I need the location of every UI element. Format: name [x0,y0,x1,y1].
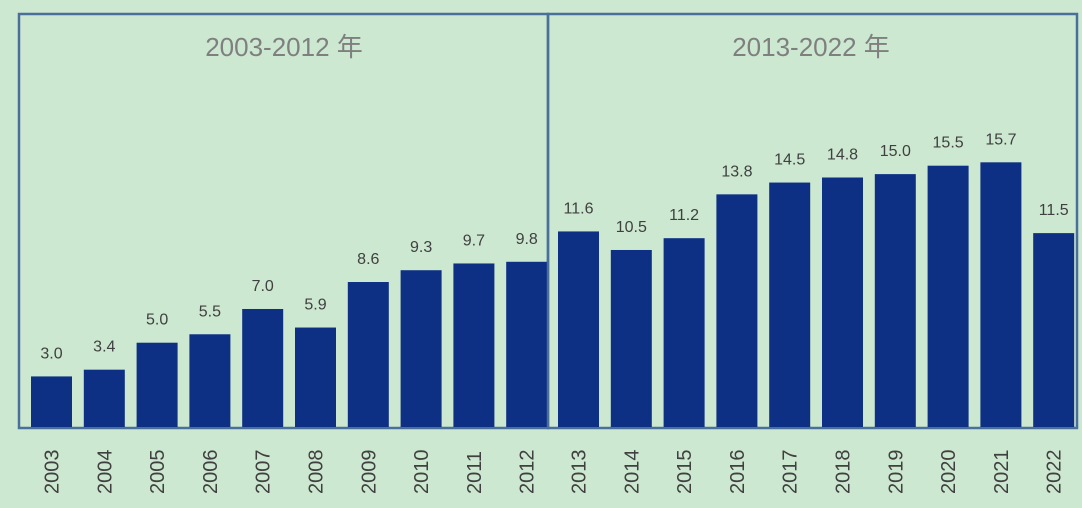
x-tick-label-2020: 2020 [938,450,960,495]
bar-2013 [558,231,599,427]
x-tick-label-2015: 2015 [674,450,696,495]
bar-2004 [83,369,125,427]
bar-2007 [242,308,284,427]
x-tick-label-2012: 2012 [517,450,539,495]
value-label-2013: 11.6 [564,200,594,217]
value-label-2018: 14.8 [827,146,858,163]
value-label-2007: 7.0 [252,278,274,295]
panel-title: 2013-2022 年 [732,32,890,62]
value-label-2012: 9.8 [516,231,538,248]
panel-2003-2012: 2003-2012 年 3.0 2003 3.4 2004 5.0 2005 5.5 2006… [17,12,550,495]
value-label-2015: 11.2 [669,207,699,224]
bar-2011 [453,263,495,427]
x-tick-label-2006: 2006 [200,450,222,495]
panel-title: 2003-2012 年 [205,32,363,62]
x-tick-label-2007: 2007 [253,450,275,495]
bar-2021 [980,162,1022,428]
bar-2016 [716,194,758,427]
value-label-2006: 5.5 [199,303,221,320]
x-tick-label-2017: 2017 [780,450,802,495]
value-label-2009: 8.6 [357,251,379,268]
bar-2017 [769,182,811,427]
bars-group: 11.6 2013 10.5 2014 11.2 2015 13.8 2016 14.5 2017… [558,131,1075,495]
value-label-2005: 5.0 [146,312,168,329]
value-label-2022: 11.5 [1039,202,1069,219]
x-tick-label-2018: 2018 [833,450,855,495]
bars-group: 3.0 2003 3.4 2004 5.0 2005 5.5 2006 7.0 2007 5.9 20… [31,231,548,495]
bar-2014 [610,249,652,427]
value-label-2019: 15.0 [880,143,911,160]
bar-2020 [927,165,969,427]
bar-2008 [295,327,336,427]
value-label-2010: 9.3 [410,239,432,256]
value-label-2021: 15.7 [985,131,1016,148]
bar-2012 [506,261,548,427]
value-label-2020: 15.5 [933,135,964,152]
bar-2009 [347,282,389,427]
value-label-2014: 10.5 [616,219,647,236]
value-label-2016: 13.8 [721,163,752,180]
bar-2015 [663,238,705,427]
x-tick-label-2008: 2008 [306,450,328,495]
panel-2013-2022: 2013-2022 年 11.6 2013 10.5 2014 11.2 2015 13.8… [546,12,1079,495]
x-tick-label-2003: 2003 [42,450,64,495]
bar-2003 [31,376,72,427]
x-tick-label-2016: 2016 [727,450,749,495]
x-tick-label-2005: 2005 [147,450,169,495]
value-label-2017: 14.5 [774,152,805,169]
bar-2018 [822,177,863,427]
x-tick-label-2004: 2004 [94,450,116,495]
value-label-2003: 3.0 [40,345,62,362]
value-label-2011: 9.7 [463,232,485,249]
x-tick-label-2019: 2019 [885,450,907,495]
bar-2006 [189,334,231,427]
x-tick-label-2009: 2009 [358,450,380,495]
bar-2010 [400,270,442,427]
bar-2005 [136,342,178,427]
x-tick-label-2010: 2010 [411,450,433,495]
bar-2019 [874,174,916,427]
bar-2022 [1033,233,1075,427]
x-tick-label-2013: 2013 [569,450,591,495]
x-tick-label-2011: 2011 [464,451,486,494]
x-tick-label-2014: 2014 [621,450,643,495]
x-tick-label-2021: 2021 [991,450,1013,495]
value-label-2008: 5.9 [304,297,326,314]
value-label-2004: 3.4 [93,339,115,356]
x-tick-label-2022: 2022 [1044,450,1066,495]
